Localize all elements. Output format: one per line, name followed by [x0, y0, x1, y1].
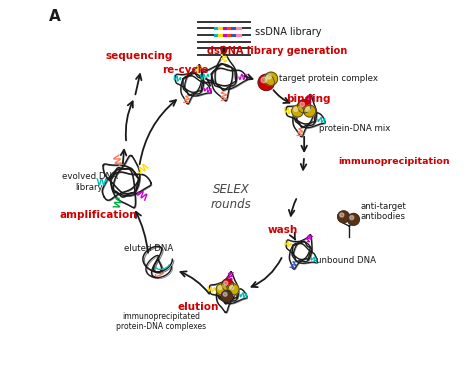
Text: amplification: amplification: [60, 210, 137, 220]
Circle shape: [228, 284, 239, 295]
Text: immunoprecipitated
protein-DNA complexes: immunoprecipitated protein-DNA complexes: [116, 312, 206, 331]
Text: evolved DNA
library: evolved DNA library: [62, 172, 117, 191]
Text: A: A: [49, 9, 61, 23]
Circle shape: [304, 105, 316, 117]
Circle shape: [306, 107, 310, 111]
Circle shape: [261, 77, 267, 83]
Circle shape: [350, 216, 354, 220]
Text: SELEX
rounds: SELEX rounds: [211, 183, 252, 211]
Circle shape: [338, 211, 349, 223]
Circle shape: [224, 281, 228, 285]
Text: wash: wash: [267, 225, 297, 235]
Text: anti-target
antibodies: anti-target antibodies: [361, 201, 407, 221]
Circle shape: [340, 213, 344, 217]
Circle shape: [230, 286, 234, 290]
Circle shape: [216, 284, 227, 295]
Text: dsDNA library generation: dsDNA library generation: [207, 46, 347, 56]
Circle shape: [218, 286, 222, 290]
Circle shape: [300, 102, 304, 107]
Text: immunoprecipitation: immunoprecipitation: [338, 157, 450, 166]
Circle shape: [222, 279, 234, 291]
Text: unbound DNA: unbound DNA: [316, 256, 376, 266]
Text: binding: binding: [286, 94, 331, 104]
Circle shape: [258, 74, 274, 91]
Text: elution: elution: [177, 302, 219, 312]
Circle shape: [294, 107, 298, 111]
Text: target protein complex: target protein complex: [279, 74, 378, 83]
Circle shape: [264, 72, 278, 85]
Text: sequencing: sequencing: [106, 51, 173, 61]
Text: re-cycle: re-cycle: [162, 65, 208, 75]
Circle shape: [267, 75, 271, 79]
Text: eluted DNA: eluted DNA: [124, 244, 173, 253]
Circle shape: [297, 100, 311, 113]
Circle shape: [221, 290, 233, 302]
Circle shape: [292, 105, 304, 117]
Circle shape: [347, 213, 360, 225]
Text: protein-DNA mix: protein-DNA mix: [319, 124, 390, 133]
Circle shape: [223, 292, 227, 296]
Text: ssDNA library: ssDNA library: [255, 27, 322, 37]
